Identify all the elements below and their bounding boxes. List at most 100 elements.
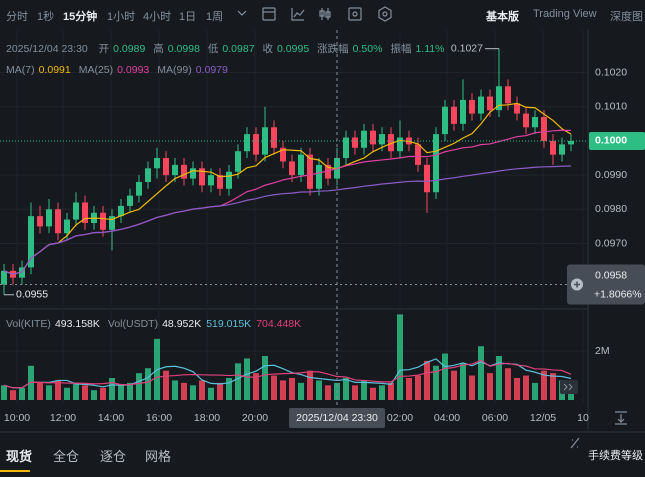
candle-body [235,151,241,172]
y-tick-label: 0.1010 [595,101,627,113]
volume-bar [415,375,421,400]
volume-bar [73,382,79,400]
volume-bar [109,378,115,400]
vol-row: Vol(KITE) 493.158K Vol(USDT) 48.952K 519.015… [6,318,301,330]
candle-body [298,154,304,176]
volume-bar [226,378,232,400]
ma-value: 0.0993 [117,64,150,76]
volume-bar [10,390,16,400]
volume-bar [298,382,304,400]
view-basic[interactable]: 基本版 [486,8,519,24]
interval[interactable]: 1小时 [107,11,136,23]
view-tv[interactable]: Trading View [533,8,597,20]
info-value: 0.0995 [277,43,310,55]
interval[interactable]: 1日 [179,11,197,23]
ma-key: MA(7) [6,64,35,76]
toolbar-icons[interactable] [237,6,627,449]
volume-bar [82,385,88,400]
candle-body [550,140,556,155]
x-tick-label: 14:00 [98,412,124,424]
volume-bar [235,363,241,400]
y-tick-label: 0.0990 [595,169,627,181]
interval[interactable]: 15分钟 [63,11,98,23]
current-price-label: 0.1000 [595,135,627,147]
x-tick-label: 16:00 [146,412,172,424]
interval[interactable]: 4小时 [143,11,172,23]
interval[interactable]: 分时 [6,11,28,23]
info-value: 1.11% [415,43,445,55]
candle-body [514,103,520,114]
info-time: 2025/12/04 23:30 [6,43,88,55]
scroll-icon [563,383,573,391]
ma-key: MA(25) [78,64,114,76]
info-value: 0.0989 [113,43,146,55]
volume-bar [145,368,151,400]
info-key: 涨跌幅 [317,43,349,55]
x-tick-label: 10 [577,412,589,424]
volume-bar [487,373,493,400]
candle-body [154,158,160,169]
interval[interactable]: 1秒 [37,11,55,23]
cursor-time-box [289,408,385,428]
candle-body [181,164,187,179]
candle-body [217,175,223,189]
volume-bar [172,380,178,400]
volume-bar [523,375,529,400]
candle-body [361,130,367,148]
ma-line [3,165,572,275]
fee-level[interactable]: 手续费等级 [588,450,643,462]
info-key: 低 [207,43,219,55]
volume-bar [496,356,502,400]
candle-body [73,202,79,220]
cursor-change: +1.8066% [594,288,642,300]
volume-bar [343,378,349,400]
volume-bar [469,375,475,400]
ma-value: 0.0991 [38,64,71,76]
tab[interactable]: 逐仓 [100,449,127,464]
volume-bar [478,346,484,400]
vol-value: 48.952K [162,318,202,330]
tab[interactable]: 网格 [145,449,172,464]
tab[interactable]: 全仓 [53,449,80,464]
x-tick-label: 02:00 [387,412,413,424]
tab-underline [0,470,30,472]
info-value: 0.0998 [167,43,200,55]
x-tick-label: 18:00 [194,412,220,424]
volume-bar [127,382,133,400]
candle-body [451,106,457,124]
candle-body [469,99,475,114]
candle-body [82,202,88,223]
candle-body [559,144,565,155]
y-tick-label: 0.0980 [595,203,627,215]
volume-bar [136,373,142,400]
volume-bar [514,378,520,400]
candle-body [136,181,142,196]
volume-bar [379,385,385,400]
volume-bar [163,370,169,400]
vol-ma-line [3,359,572,389]
candle-body [388,134,394,152]
info-value: 0.0987 [222,43,255,55]
volume-bar [550,373,556,400]
volume-bar [289,378,295,400]
candle-body [1,270,7,285]
tab[interactable]: 现货 [6,449,33,464]
info-key: 开 [98,43,110,55]
ma-line [3,102,572,275]
info-value: 0.50% [352,43,383,55]
view-depth[interactable]: 深度图 [610,11,643,23]
info-key: 振幅 [390,43,412,55]
scroll-button[interactable] [560,380,578,394]
candle-body [28,216,34,268]
x-tick-label: 10:00 [4,412,30,424]
candle-body [541,117,547,141]
vol-key: Vol(USDT) [107,318,159,330]
volume-bar [406,378,412,400]
volume-bar [388,382,394,400]
candle-body [208,175,214,186]
candle-body [442,106,448,135]
candle-body [343,137,349,159]
y-tick-label: 0.0970 [595,237,627,249]
interval[interactable]: 1周 [206,11,224,23]
vol-ma: 519.015K [206,318,252,330]
